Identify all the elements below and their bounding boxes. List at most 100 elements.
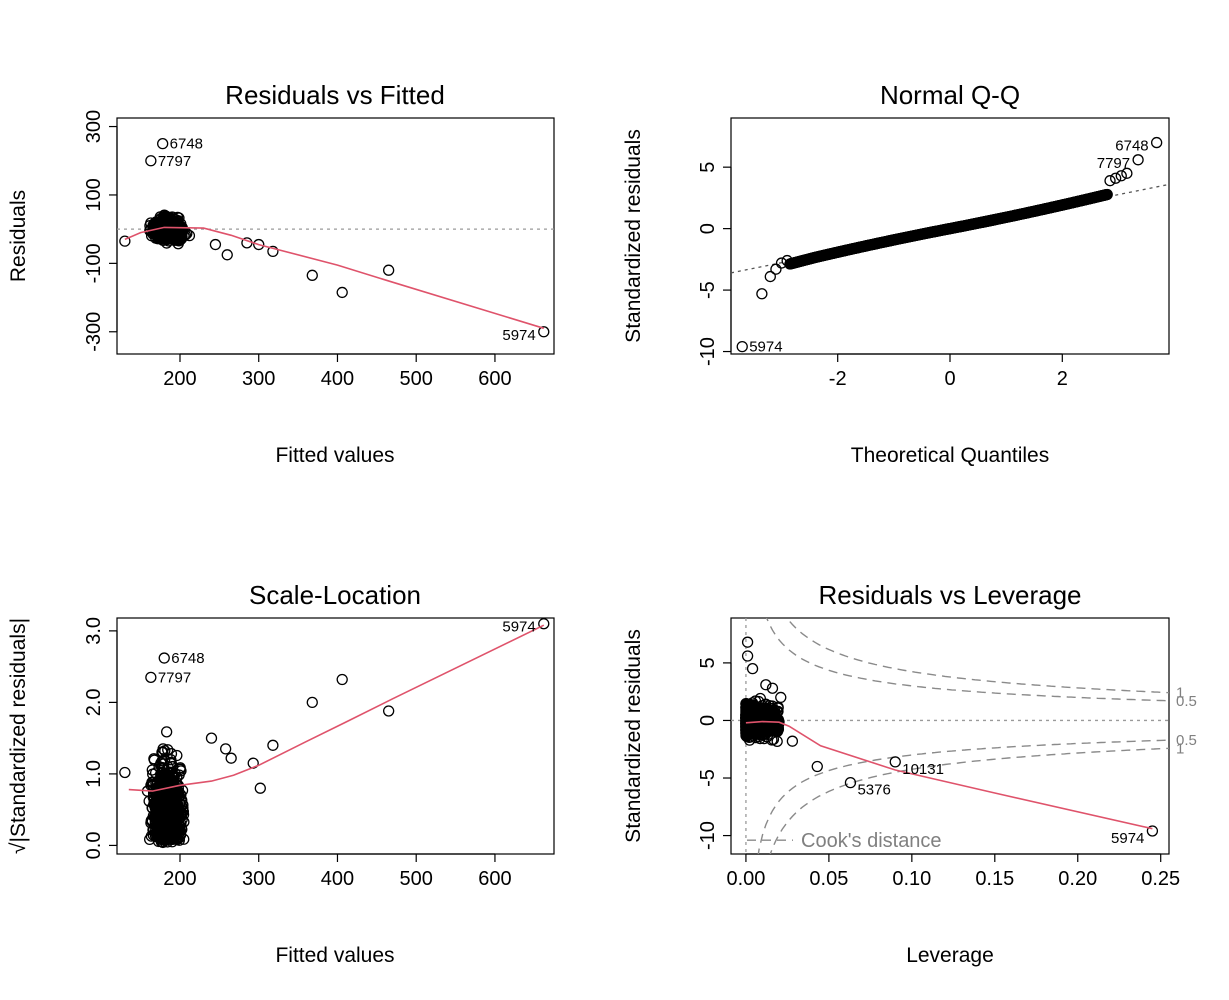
outlier-point bbox=[253, 238, 265, 251]
y-tick-label: 0 bbox=[697, 715, 719, 726]
data-point bbox=[169, 794, 182, 806]
cooks-distance-curve bbox=[757, 739, 1169, 854]
y-tick-label: -5 bbox=[697, 769, 719, 787]
axis-ticks: 200 300 400 500 600 0.0 1.0 2.0 3.0 bbox=[83, 617, 512, 890]
panel-title: Residuals vs Fitted bbox=[225, 80, 445, 110]
outlier-point bbox=[760, 679, 772, 691]
data-point bbox=[747, 709, 760, 721]
data-point bbox=[762, 718, 774, 730]
y-tick-label: 0 bbox=[697, 223, 719, 234]
point-label: 5974 bbox=[502, 619, 535, 636]
outlier-point bbox=[145, 671, 157, 684]
x-tick-label: 200 bbox=[163, 368, 196, 390]
x-tick-label: 300 bbox=[242, 868, 275, 890]
x-tick-label: -2 bbox=[829, 368, 847, 390]
x-tick-label: 0.10 bbox=[892, 868, 931, 890]
data-point bbox=[146, 776, 158, 788]
plot-frame bbox=[730, 117, 1170, 355]
y-tick-label: -10 bbox=[697, 821, 719, 850]
legend-label: Cook's distance bbox=[801, 830, 942, 852]
outlier-point bbox=[382, 264, 395, 276]
data-point bbox=[161, 771, 173, 783]
outlier-point bbox=[1110, 172, 1122, 184]
data-point bbox=[771, 719, 783, 732]
outlier-point bbox=[1146, 825, 1159, 837]
y-tick-label: -10 bbox=[697, 337, 719, 366]
panel-title: Scale-Location bbox=[249, 580, 421, 610]
outlier-point bbox=[1104, 175, 1116, 187]
point-label: 5974 bbox=[1111, 830, 1144, 847]
y-tick-label: -100 bbox=[83, 243, 105, 283]
data-point bbox=[174, 809, 187, 821]
smoother-line bbox=[745, 720, 1153, 830]
data-point bbox=[754, 692, 766, 705]
outlier-point bbox=[336, 286, 348, 299]
data-point bbox=[160, 785, 172, 797]
x-tick-label: 500 bbox=[400, 368, 433, 390]
outlier-point bbox=[741, 650, 754, 662]
data-point bbox=[177, 802, 189, 814]
outlier-point bbox=[382, 705, 395, 717]
y-axis-label: Standardized residuals bbox=[622, 129, 645, 343]
cooks-distance-curve bbox=[769, 747, 1169, 854]
data-point bbox=[150, 830, 162, 843]
point-label: 7797 bbox=[158, 669, 191, 686]
x-tick-label: 400 bbox=[321, 868, 354, 890]
outlier-point bbox=[766, 682, 779, 694]
point-label: 5376 bbox=[857, 782, 890, 799]
outlier-point bbox=[119, 235, 131, 247]
x-tick-label: 0.20 bbox=[1058, 868, 1097, 890]
x-axis-label: Leverage bbox=[906, 944, 994, 967]
outlier-point bbox=[1115, 170, 1127, 182]
data-point bbox=[154, 800, 166, 812]
y-tick-label: 100 bbox=[83, 178, 105, 211]
y-tick-label: 1.0 bbox=[83, 760, 105, 788]
outlier-point bbox=[306, 269, 318, 281]
point-label: 5974 bbox=[502, 327, 535, 344]
outlier-point bbox=[158, 652, 170, 664]
outlier-point bbox=[741, 636, 754, 648]
y-axis-label: √|Standardized residuals| bbox=[7, 618, 30, 854]
data-point bbox=[1101, 188, 1113, 201]
panel-title: Residuals vs Leverage bbox=[818, 580, 1081, 610]
data-point bbox=[178, 816, 190, 828]
outlier-point bbox=[157, 138, 169, 150]
outlier-point bbox=[770, 263, 782, 275]
cooks-level-label: 1 bbox=[1176, 740, 1184, 757]
smoother-line bbox=[124, 226, 545, 330]
outlier-point bbox=[145, 155, 157, 167]
data-point bbox=[156, 761, 168, 774]
x-tick-label: 0.05 bbox=[809, 868, 848, 890]
outlier-point bbox=[786, 735, 799, 747]
x-tick-label: 0 bbox=[944, 368, 955, 390]
data-point bbox=[746, 700, 759, 713]
panel-residuals-vs-leverage: Residuals vs Leverage 0.00 0.05 0.10 0.15 0.… bbox=[622, 580, 1197, 967]
x-axis-label: Fitted values bbox=[275, 444, 394, 467]
point-label: 7797 bbox=[158, 153, 191, 170]
outlier-point bbox=[119, 766, 131, 779]
data-point bbox=[163, 227, 176, 239]
data-point bbox=[165, 754, 177, 766]
outlier-point bbox=[775, 691, 787, 704]
outlier-point bbox=[775, 257, 788, 269]
outlier-point bbox=[1132, 154, 1144, 166]
data-point bbox=[152, 811, 165, 823]
y-axis-label: Residuals bbox=[7, 190, 30, 282]
data-point bbox=[172, 783, 185, 795]
cooks-distance-contours bbox=[757, 618, 1169, 854]
outlier-point bbox=[781, 254, 793, 267]
cooks-distance-curve bbox=[786, 618, 1169, 694]
y-tick-label: 5 bbox=[697, 657, 719, 668]
y-tick-label: 3.0 bbox=[83, 617, 105, 645]
y-tick-label: 5 bbox=[697, 162, 719, 173]
data-point bbox=[169, 807, 181, 819]
outlier-point bbox=[538, 326, 550, 338]
outlier-point bbox=[756, 288, 768, 300]
x-tick-label: 200 bbox=[163, 868, 196, 890]
data-point bbox=[173, 769, 185, 781]
y-axis-label: Standardized residuals bbox=[622, 629, 645, 843]
outlier-point bbox=[889, 756, 901, 768]
